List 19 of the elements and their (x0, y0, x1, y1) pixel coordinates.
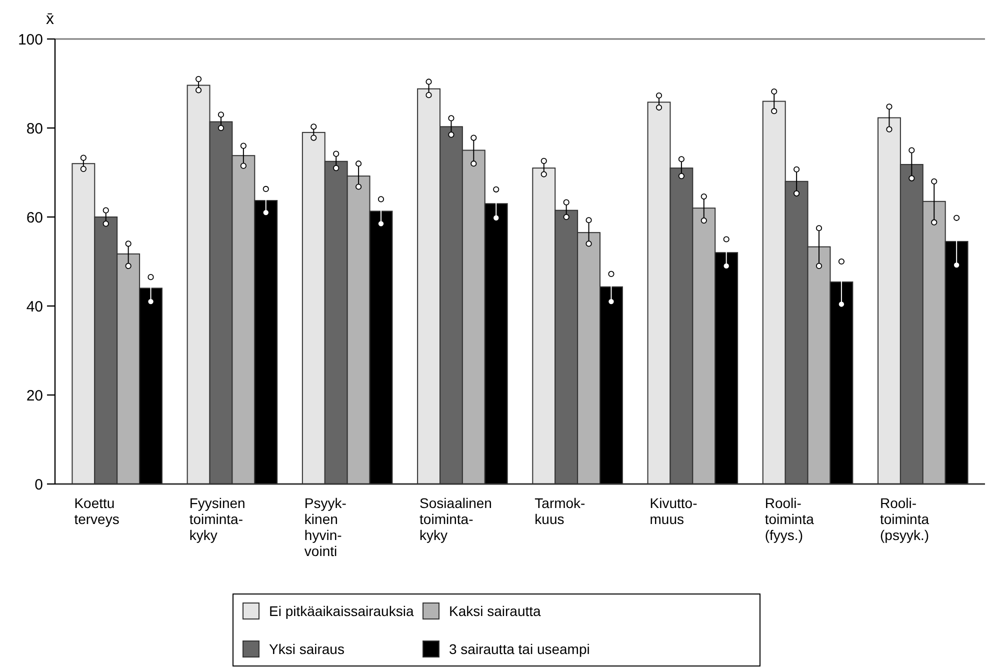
y-tick-label: 100 (18, 31, 43, 48)
x-tick-label: Rooli- toiminta (psyyk.) (880, 495, 930, 543)
x-tick-label: Fyysinen toiminta- kyky (189, 495, 246, 543)
y-tick-label: 60 (26, 209, 43, 226)
y-tick-label: 0 (34, 476, 43, 494)
legend-label: Yksi sairaus (269, 640, 344, 657)
x-tick-label: Psyyk- kinen hyvin- vointi (304, 495, 347, 559)
y-axis-title: x̄ (46, 11, 54, 28)
x-tick-label: Sosiaalinen toiminta- kyky (420, 495, 492, 543)
y-tick-label: 80 (26, 120, 43, 138)
x-tick-label: Rooli- toiminta (fyys.) (764, 495, 814, 543)
y-tick-label: 40 (26, 298, 43, 316)
y-tick-label: 20 (26, 387, 43, 404)
x-tick-label: Koettu terveys (74, 495, 120, 527)
legend-label: Kaksi sairautta (449, 602, 542, 619)
x-tick-label: Tarmok- kuus (534, 495, 586, 527)
legend-label: Ei pitkäaikaissairauksia (269, 602, 414, 619)
legend-label: 3 sairautta tai useampi (449, 640, 590, 657)
x-tick-label: Kivutto- muus (650, 495, 698, 527)
